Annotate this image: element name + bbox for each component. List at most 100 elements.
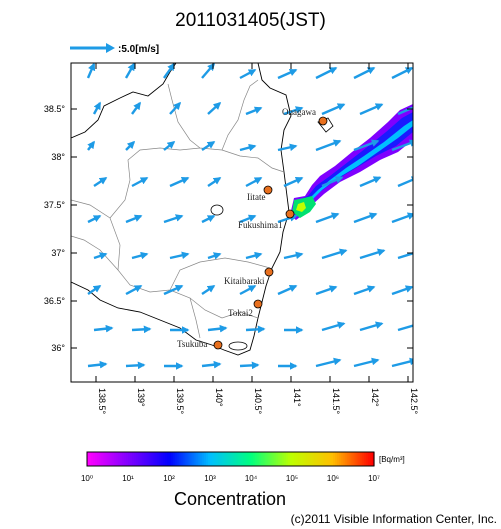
wind-arrow <box>315 212 340 224</box>
colorbar-segment <box>275 452 279 466</box>
wind-arrow <box>353 285 376 296</box>
colorbar-segment <box>224 452 227 466</box>
colorbar-segment <box>125 452 129 466</box>
wind-arrow <box>201 285 216 295</box>
wind-arrow <box>124 63 136 79</box>
colorbar-segment <box>341 452 344 466</box>
wind-arrow <box>315 139 342 152</box>
lat-ticks <box>71 108 413 349</box>
colorbar-segment <box>207 452 211 466</box>
colorbar-segment <box>164 452 168 466</box>
colorbar-segment <box>242 452 246 466</box>
colorbar-segment <box>251 452 254 466</box>
colorbar-segment <box>296 452 299 466</box>
colorbar-segment <box>138 452 141 466</box>
colorbar-segment <box>263 452 266 466</box>
colorbar-segment <box>130 452 133 466</box>
colorbar-segment <box>115 452 119 466</box>
wind-arrow <box>391 66 413 80</box>
wind-arrow <box>353 139 380 152</box>
lon-label: 140° <box>214 388 224 407</box>
wind-arrow <box>207 252 222 260</box>
wind-arrow <box>321 103 346 116</box>
wind-arrow <box>239 361 260 370</box>
colorbar-segment <box>349 452 353 466</box>
wind-arrow <box>359 248 386 260</box>
colorbar-tick: 10⁶ <box>326 474 340 483</box>
wind-arrow <box>277 68 298 80</box>
colorbar-segment <box>146 452 150 466</box>
colorbar-segment <box>285 452 289 466</box>
colorbar-segment <box>267 452 271 466</box>
colorbar-segment <box>156 452 160 466</box>
colorbar-segment <box>277 452 281 466</box>
wind-arrow <box>207 101 222 115</box>
colorbar-segment <box>123 452 127 466</box>
wind-arrow <box>163 214 184 224</box>
colorbar-segment <box>113 452 117 466</box>
colorbar-segment <box>324 452 328 466</box>
lat-label: 36.5° <box>44 296 66 306</box>
wind-arrow <box>201 141 216 151</box>
wind-arrow <box>283 251 304 260</box>
colorbar-segment <box>136 452 139 466</box>
colorbar-segment <box>212 452 215 466</box>
colorbar-segment <box>214 452 217 466</box>
wind-arrow <box>283 106 304 116</box>
site-marker-iitate <box>263 185 273 195</box>
colorbar <box>87 452 375 466</box>
colorbar-segment <box>187 452 191 466</box>
wind-arrow <box>201 214 216 224</box>
wind-arrow <box>125 140 136 151</box>
colorbar-segment <box>140 452 143 466</box>
place-label-kitaibaraki: Kitaibaraki <box>224 276 265 286</box>
wind-arrow <box>131 176 149 188</box>
colorbar-tick: 10⁴ <box>244 474 258 483</box>
wind-arrow <box>359 176 382 188</box>
wind-arrow <box>87 285 102 295</box>
colorbar-segment <box>359 452 363 466</box>
colorbar-segment <box>318 452 322 466</box>
wind-arrows <box>86 63 413 370</box>
colorbar-segment <box>177 452 180 466</box>
colorbar-segment <box>347 452 350 466</box>
coastline <box>71 63 292 356</box>
lon-label: 138.5° <box>97 388 107 415</box>
colorbar-segment <box>152 452 156 466</box>
wind-arrow <box>92 101 102 115</box>
wind-arrow <box>397 176 413 188</box>
colorbar-tick: 10⁷ <box>368 474 380 483</box>
colorbar-segment <box>312 452 316 466</box>
colorbar-segment <box>189 452 193 466</box>
colorbar-segment <box>246 452 250 466</box>
wind-arrow <box>315 357 342 368</box>
colorbar-segment <box>326 452 330 466</box>
colorbar-segment <box>271 452 275 466</box>
colorbar-segment <box>320 452 324 466</box>
colorbar-segment <box>119 452 123 466</box>
colorbar-title: Concentration <box>173 489 287 509</box>
lat-label: 37.5° <box>44 200 66 210</box>
colorbar-segment <box>294 452 297 466</box>
colorbar-segment <box>181 452 184 466</box>
wind-arrow <box>163 284 184 296</box>
colorbar-segment <box>148 452 152 466</box>
wind-arrow <box>163 63 175 79</box>
colorbar-segment <box>230 452 234 466</box>
wind-arrow <box>93 177 108 187</box>
colorbar-segment <box>160 452 164 466</box>
colorbar-segment <box>144 452 148 466</box>
lat-label: 38° <box>51 152 65 162</box>
colorbar-segment <box>101 452 104 466</box>
colorbar-segment <box>95 452 98 466</box>
wind-arrow <box>239 143 257 152</box>
place-label-onagawa: Onagawa <box>282 107 316 117</box>
colorbar-segment <box>248 452 252 466</box>
colorbar-segment <box>158 452 162 466</box>
colorbar-segment <box>111 452 115 466</box>
wind-arrow <box>131 325 152 334</box>
colorbar-segment <box>328 452 332 466</box>
colorbar-segment <box>357 452 361 466</box>
colorbar-segment <box>283 452 287 466</box>
colorbar-segment <box>169 452 172 466</box>
